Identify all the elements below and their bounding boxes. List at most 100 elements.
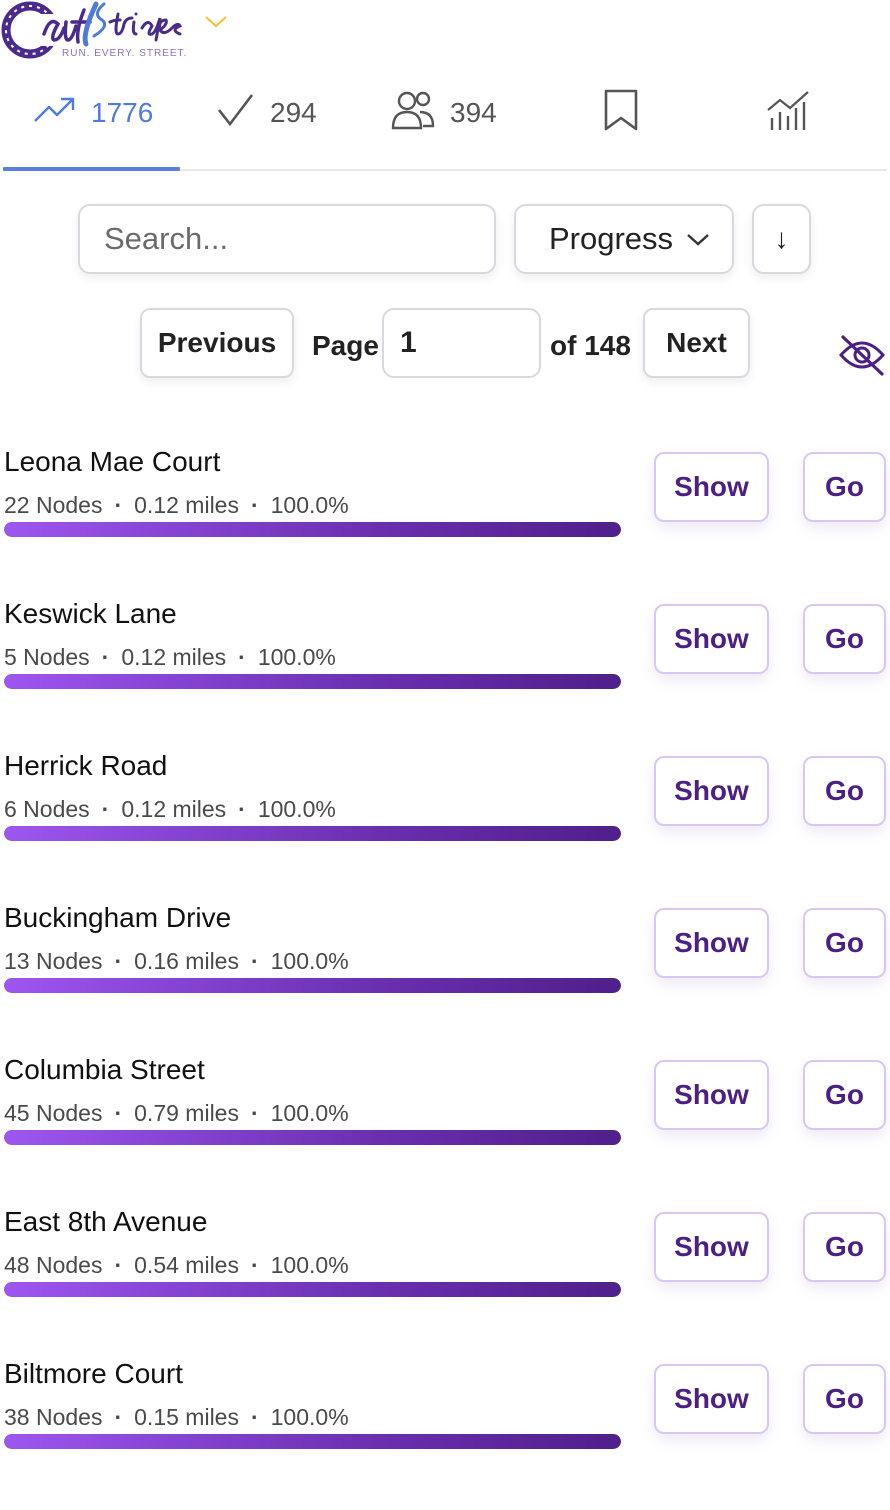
trending-up-icon <box>33 95 77 132</box>
show-button[interactable]: Show <box>654 756 769 826</box>
progress-fill <box>4 522 621 537</box>
separator: · <box>250 1100 259 1126</box>
tab-streets-progress[interactable]: 1776 <box>33 86 153 140</box>
go-button[interactable]: Go <box>803 1364 886 1434</box>
progress-fill <box>4 674 621 689</box>
progress-bar <box>4 978 621 993</box>
next-page-button[interactable]: Next <box>643 308 750 378</box>
street-meta: 5 Nodes · 0.12 miles · 100.0% <box>4 644 336 671</box>
logo-tagline: RUN. EVERY. STREET. <box>62 48 188 59</box>
progress-bar <box>4 1434 621 1449</box>
sort-select[interactable]: Progress <box>514 204 734 274</box>
tabs-divider <box>3 169 887 171</box>
list-item: East 8th Avenue 48 Nodes · 0.54 miles · 100.… <box>0 1206 890 1358</box>
street-distance: 0.79 miles <box>134 1100 239 1126</box>
page-label: Page <box>312 330 379 361</box>
street-nodes: 6 Nodes <box>4 796 90 822</box>
street-nodes: 5 Nodes <box>4 644 90 670</box>
show-button[interactable]: Show <box>654 1364 769 1434</box>
street-percent: 100.0% <box>270 1404 349 1430</box>
show-button[interactable]: Show <box>654 604 769 674</box>
street-meta: 45 Nodes · 0.79 miles · 100.0% <box>4 1100 349 1127</box>
go-button[interactable]: Go <box>803 1212 886 1282</box>
page-number-input[interactable] <box>382 308 541 378</box>
show-button[interactable]: Show <box>654 1212 769 1282</box>
list-item: Buckingham Drive 13 Nodes · 0.16 miles · 100… <box>0 902 890 1054</box>
go-button[interactable]: Go <box>803 452 886 522</box>
logo[interactable]: RUN. EVERY. STREET. <box>0 0 200 62</box>
progress-fill <box>4 1434 621 1449</box>
street-distance: 0.15 miles <box>134 1404 239 1430</box>
chevron-down-icon <box>685 221 711 257</box>
separator: · <box>250 492 259 518</box>
separator: · <box>250 948 259 974</box>
show-button[interactable]: Show <box>654 1060 769 1130</box>
street-percent: 100.0% <box>270 1252 349 1278</box>
street-nodes: 48 Nodes <box>4 1252 103 1278</box>
eye-off-icon[interactable] <box>838 334 886 381</box>
separator: · <box>238 796 246 822</box>
separator: · <box>114 1252 123 1278</box>
list-item: Columbia Street 45 Nodes · 0.79 miles · 100.… <box>0 1054 890 1206</box>
list-item: Leona Mae Court 22 Nodes · 0.12 miles · 100.… <box>0 446 890 598</box>
show-button[interactable]: Show <box>654 908 769 978</box>
separator: · <box>250 1252 259 1278</box>
tab-stats[interactable] <box>766 86 812 140</box>
users-icon <box>390 90 436 137</box>
tab-completed[interactable]: 294 <box>216 86 317 140</box>
go-button[interactable]: Go <box>803 604 886 674</box>
sort-select-value: Progress <box>549 221 674 256</box>
street-meta: 48 Nodes · 0.54 miles · 100.0% <box>4 1252 349 1279</box>
go-button[interactable]: Go <box>803 756 886 826</box>
street-name[interactable]: Leona Mae Court <box>4 446 221 477</box>
list-item: Keswick Lane 5 Nodes · 0.12 miles · 100.0% S… <box>0 598 890 750</box>
tab-bookmarks[interactable] <box>602 86 640 140</box>
progress-fill <box>4 1282 621 1297</box>
street-name[interactable]: Herrick Road <box>4 750 168 781</box>
street-name[interactable]: Keswick Lane <box>4 598 177 629</box>
tab-count: 394 <box>450 97 497 128</box>
street-distance: 0.54 miles <box>134 1252 239 1278</box>
street-name[interactable]: East 8th Avenue <box>4 1206 208 1237</box>
progress-fill <box>4 826 621 841</box>
go-button[interactable]: Go <box>803 908 886 978</box>
page-total-label: of 148 <box>550 330 631 361</box>
progress-fill <box>4 978 621 993</box>
progress-bar <box>4 674 621 689</box>
go-button[interactable]: Go <box>803 1060 886 1130</box>
separator: · <box>114 1404 123 1430</box>
separator: · <box>101 644 110 670</box>
street-meta: 13 Nodes · 0.16 miles · 100.0% <box>4 948 349 975</box>
street-distance: 0.12 miles <box>134 492 239 518</box>
street-percent: 100.0% <box>257 644 336 670</box>
tab-count: 294 <box>270 97 317 128</box>
street-percent: 100.0% <box>270 492 349 518</box>
show-button[interactable]: Show <box>654 452 769 522</box>
tab-people[interactable]: 394 <box>390 86 497 140</box>
street-nodes: 22 Nodes <box>4 492 103 518</box>
street-name[interactable]: Biltmore Court <box>4 1358 183 1389</box>
street-percent: 100.0% <box>257 796 336 822</box>
previous-page-button[interactable]: Previous <box>140 308 294 378</box>
street-nodes: 13 Nodes <box>4 948 103 974</box>
bookmark-icon <box>602 89 640 138</box>
progress-fill <box>4 1130 621 1145</box>
street-name[interactable]: Columbia Street <box>4 1054 205 1085</box>
street-distance: 0.12 miles <box>121 796 227 822</box>
separator: · <box>238 644 246 670</box>
sort-direction-button[interactable]: ↓ <box>752 204 811 274</box>
street-nodes: 45 Nodes <box>4 1100 103 1126</box>
citystrides-logo-mark <box>1 1 183 59</box>
chevron-down-icon[interactable] <box>204 14 228 35</box>
separator: · <box>114 1100 123 1126</box>
street-distance: 0.12 miles <box>121 644 227 670</box>
list-item: Herrick Road 6 Nodes · 0.12 miles · 100.0% S… <box>0 750 890 902</box>
progress-bar <box>4 522 621 537</box>
progress-bar <box>4 1130 621 1145</box>
separator: · <box>114 492 123 518</box>
street-nodes: 38 Nodes <box>4 1404 103 1430</box>
tab-active-indicator <box>3 167 180 171</box>
chart-icon <box>766 88 812 139</box>
street-name[interactable]: Buckingham Drive <box>4 902 232 933</box>
search-input[interactable] <box>78 204 496 274</box>
